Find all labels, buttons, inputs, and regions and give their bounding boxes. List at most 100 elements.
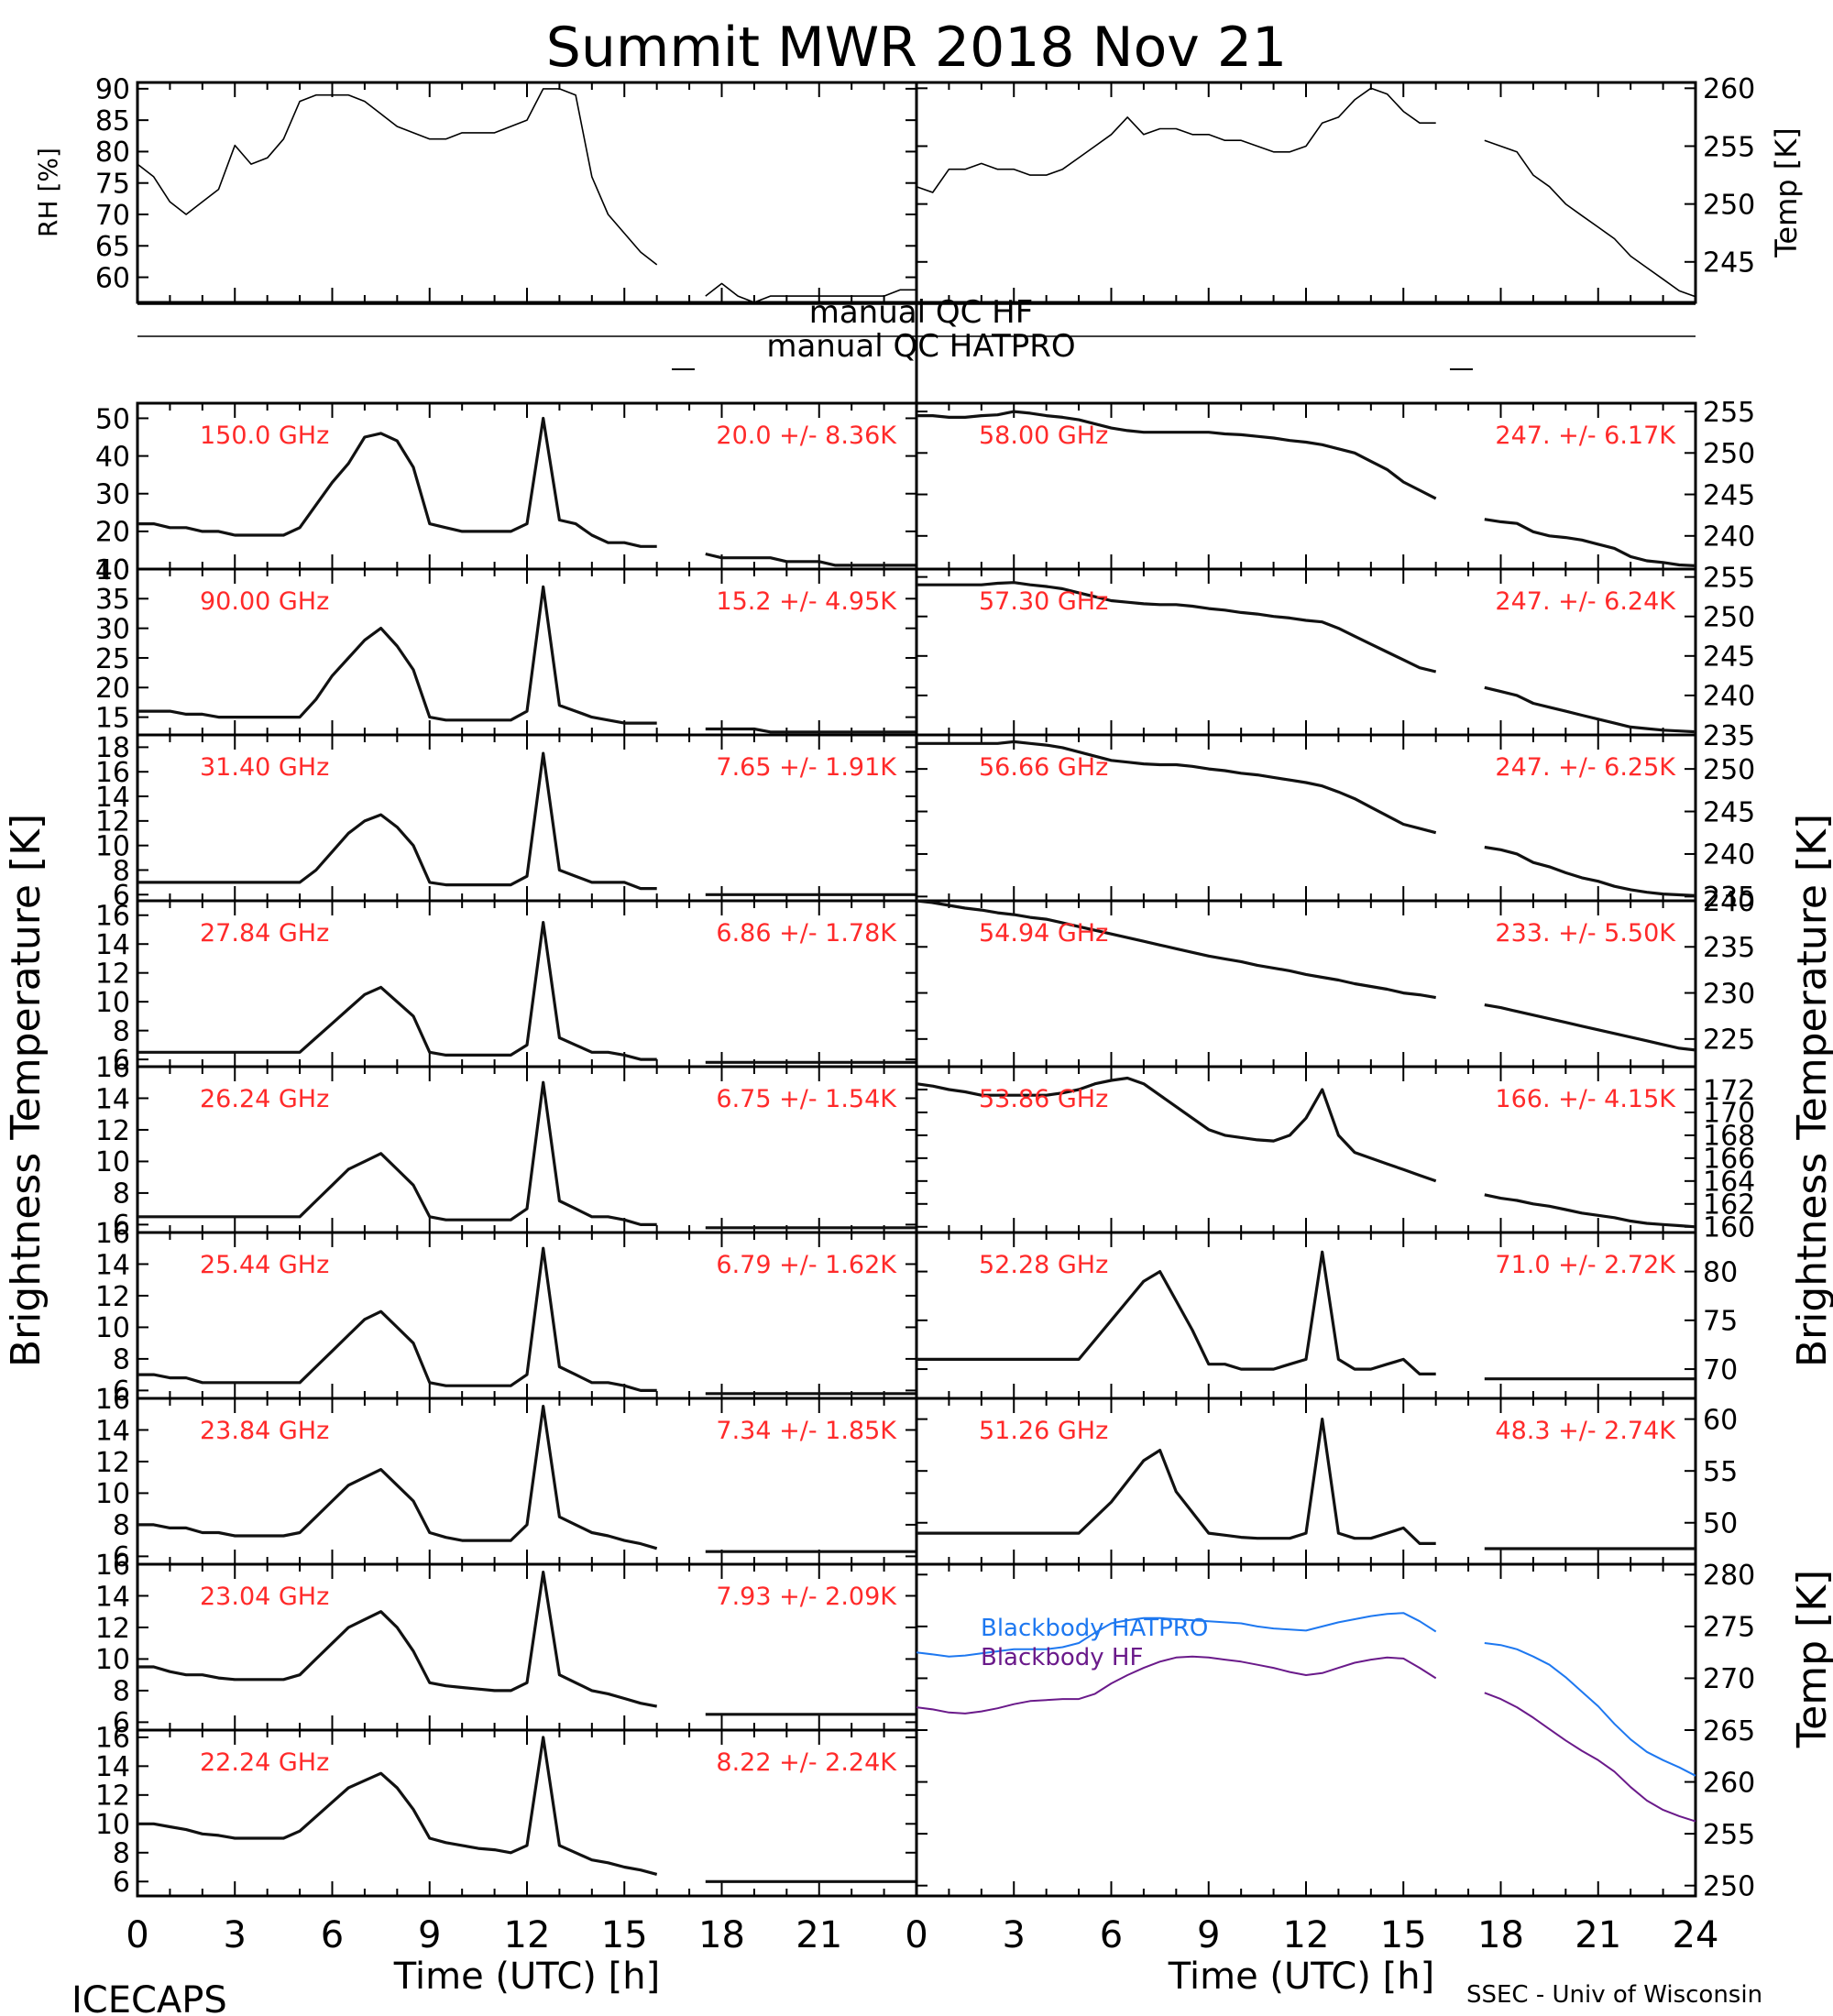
- channel-58-00-ghz-frequency-label: 58.00 GHz: [979, 422, 1108, 450]
- channel-58-00-ghz-series-line: [916, 410, 1696, 567]
- channel-27-84-ghz-stats-label: 6.86 +/- 1.78K: [716, 919, 897, 948]
- y-axis-title-left: Brightness Temperature [K]: [3, 814, 49, 1367]
- channel-51-26-ghz-ytick-label: 50: [1703, 1508, 1738, 1540]
- blackbody-ytick-label: 250: [1703, 1870, 1755, 1902]
- temp-panel-frame: [915, 81, 1697, 304]
- channel-22-24-ghz-frequency-label: 22.24 GHz: [200, 1748, 329, 1777]
- channel-23-04-ghz-ytick-label: 10: [95, 1644, 130, 1676]
- channel-56-66-ghz-ytick-label: 240: [1703, 839, 1755, 871]
- x-tick-label-right: 24: [1673, 1914, 1719, 1956]
- channel-58-00-ghz-ytick-label: 245: [1703, 479, 1755, 511]
- rh-ytick-label: 90: [95, 74, 130, 106]
- channel-53-86-ghz-ytick-label: 160: [1703, 1212, 1755, 1244]
- channel-23-04-ghz-ytick-label: 12: [95, 1613, 130, 1645]
- channel-52-28-ghz-series-line: [916, 1250, 1696, 1381]
- channel-56-66-ghz-series-line: [916, 740, 1696, 897]
- channel-58-00-ghz-ytick-label: 255: [1703, 397, 1755, 429]
- channel-25-44-ghz-frequency-label: 25.44 GHz: [200, 1251, 329, 1279]
- channel-23-84-ghz-stats-label: 7.34 +/- 1.85K: [716, 1417, 897, 1445]
- x-tick-label-left: 15: [601, 1914, 648, 1956]
- channel-90-00-ghz-ytick-label: 20: [95, 673, 130, 705]
- x-tick-label-left: 21: [796, 1914, 842, 1956]
- channel-27-84-ghz-ytick-label: 12: [95, 958, 130, 990]
- temp-axis-label: Temp [K]: [1769, 127, 1804, 257]
- channel-31-40-ghz-ytick-label: 8: [113, 855, 130, 887]
- channel-31-40-ghz-ytick-label: 16: [95, 757, 130, 789]
- x-tick-label-left: 6: [321, 1914, 344, 1956]
- legend-blackbody-hf: Blackbody HF: [981, 1644, 1143, 1671]
- channel-25-44-ghz-ytick-label: 16: [95, 1218, 130, 1250]
- channel-56-66-ghz-ytick-label: 250: [1703, 754, 1755, 786]
- channel-53-86-ghz-ytick-label: 168: [1703, 1121, 1755, 1153]
- channel-31-40-ghz-ytick-label: 6: [113, 880, 130, 912]
- blackbody-ytick-label: 255: [1703, 1819, 1755, 1851]
- channel-58-00-ghz-ytick-label: 250: [1703, 438, 1755, 470]
- rh-series-line: [137, 88, 916, 303]
- y-axis-title-right: Brightness Temperature [K]: [1789, 814, 1833, 1367]
- temp-series-line: [916, 87, 1696, 298]
- channel-53-86-ghz-ytick-label: 162: [1703, 1189, 1755, 1222]
- channel-27-84-ghz-ytick-label: 8: [113, 1015, 130, 1047]
- blackbody-1-series-line: [916, 1655, 1696, 1823]
- channel-26-24-ghz-ytick-label: 16: [95, 1052, 130, 1084]
- x-tick-label-left: 9: [418, 1914, 441, 1956]
- x-tick-label-right: 18: [1477, 1914, 1524, 1956]
- blackbody-ytick-label: 260: [1703, 1767, 1755, 1799]
- rh-ytick-label: 60: [95, 262, 130, 294]
- temp-ytick-label: 255: [1703, 131, 1755, 163]
- channel-23-84-ghz-series-line: [137, 1405, 916, 1553]
- channel-150-0-ghz-ytick-label: 30: [95, 479, 130, 511]
- channel-23-04-ghz-ytick-label: 16: [95, 1550, 130, 1582]
- channel-23-84-ghz-ytick-label: 10: [95, 1478, 130, 1510]
- footer-ssec: SSEC - Univ of Wisconsin: [1466, 1981, 1762, 2009]
- channel-26-24-ghz-frequency-label: 26.24 GHz: [200, 1085, 329, 1113]
- channel-52-28-ghz-ytick-label: 80: [1703, 1256, 1738, 1288]
- channel-54-94-ghz-ytick-label: 230: [1703, 978, 1755, 1010]
- channel-22-24-ghz-ytick-label: 16: [95, 1723, 130, 1755]
- channel-150-0-ghz-ytick-label: 10: [95, 554, 130, 586]
- channel-22-24-ghz-ytick-label: 10: [95, 1809, 130, 1841]
- channel-52-28-ghz-frequency-label: 52.28 GHz: [979, 1251, 1108, 1279]
- channel-51-26-ghz-stats-label: 48.3 +/- 2.74K: [1495, 1417, 1676, 1445]
- channel-90-00-ghz-series-line: [137, 585, 916, 734]
- channel-51-26-ghz-ytick-label: 60: [1703, 1404, 1738, 1436]
- legend-blackbody-hatpro: Blackbody HATPRO: [981, 1615, 1208, 1642]
- channel-22-24-ghz-ytick-label: 8: [113, 1838, 130, 1870]
- channel-52-28-ghz-ytick-label: 70: [1703, 1354, 1738, 1386]
- channel-57-30-ghz-ytick-label: 255: [1703, 562, 1755, 594]
- channel-53-86-ghz-ytick-label: 166: [1703, 1144, 1755, 1176]
- x-tick-label-right: 6: [1100, 1914, 1123, 1956]
- rh-axis-label: RH [%]: [33, 148, 63, 237]
- x-tick-label-left: 18: [698, 1914, 745, 1956]
- channel-90-00-ghz-ytick-label: 15: [95, 702, 130, 734]
- qc-hf-label: manual QC HF: [809, 294, 1034, 331]
- x-axis-title-right: Time (UTC) [h]: [1168, 1956, 1434, 1998]
- channel-27-84-ghz-ytick-label: 10: [95, 987, 130, 1019]
- channel-31-40-ghz-frequency-label: 31.40 GHz: [200, 753, 329, 782]
- channel-150-0-ghz-frequency-label: 150.0 GHz: [200, 422, 329, 450]
- channel-58-00-ghz-stats-label: 247. +/- 6.17K: [1495, 422, 1676, 450]
- chart-title: Summit MWR 2018 Nov 21: [546, 16, 1287, 80]
- channel-25-44-ghz-ytick-label: 10: [95, 1312, 130, 1344]
- channel-150-0-ghz-ytick-label: 50: [95, 403, 130, 435]
- rh-ytick-label: 85: [95, 105, 130, 137]
- channel-27-84-ghz-series-line: [137, 921, 916, 1064]
- channel-52-28-ghz-ytick-label: 75: [1703, 1306, 1738, 1338]
- x-tick-label-right: 15: [1380, 1914, 1427, 1956]
- temp-ytick-label: 260: [1703, 73, 1755, 105]
- channel-25-44-ghz-ytick-label: 12: [95, 1281, 130, 1313]
- channel-90-00-ghz-ytick-label: 30: [95, 613, 130, 645]
- channel-54-94-ghz-frequency-label: 54.94 GHz: [979, 919, 1108, 948]
- channel-25-44-ghz-ytick-label: 8: [113, 1344, 130, 1376]
- channel-22-24-ghz-ytick-label: 12: [95, 1780, 130, 1813]
- channel-56-66-ghz-frequency-label: 56.66 GHz: [979, 753, 1108, 782]
- channel-31-40-ghz-ytick-label: 10: [95, 830, 130, 862]
- channel-53-86-ghz-series-line: [916, 1076, 1696, 1229]
- channel-22-24-ghz-series-line: [137, 1736, 916, 1883]
- channel-57-30-ghz-ytick-label: 245: [1703, 641, 1755, 674]
- channel-23-84-ghz-ytick-label: 6: [113, 1541, 130, 1573]
- channel-23-84-ghz-ytick-label: 12: [95, 1447, 130, 1479]
- channel-23-84-ghz-ytick-label: 16: [95, 1384, 130, 1416]
- channel-90-00-ghz-ytick-label: 35: [95, 584, 130, 616]
